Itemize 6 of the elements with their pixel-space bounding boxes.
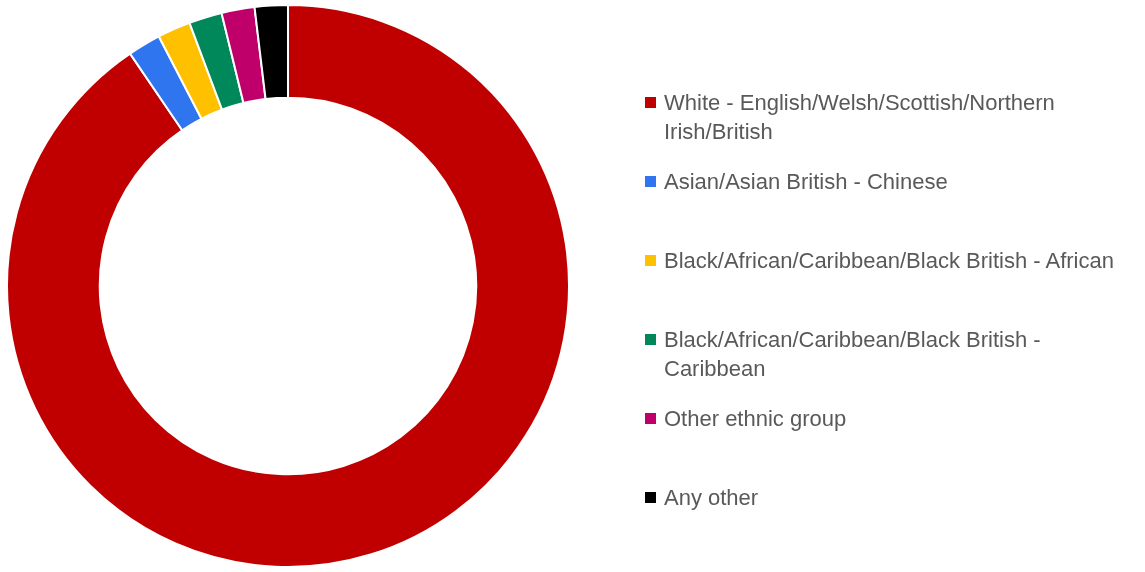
legend-label: Any other [664, 484, 759, 512]
legend-label: Other ethnic group [664, 405, 847, 433]
legend-label: White - English/Welsh/Scottish/Northern Irish/British [664, 89, 1056, 146]
legend-label: Black/African/Caribbean/Black British - Caribbean [664, 326, 1042, 383]
legend-label: Asian/Asian British - Chinese [664, 168, 948, 196]
legend-label: Black/African/Caribbean/Black British - African [664, 247, 1114, 275]
